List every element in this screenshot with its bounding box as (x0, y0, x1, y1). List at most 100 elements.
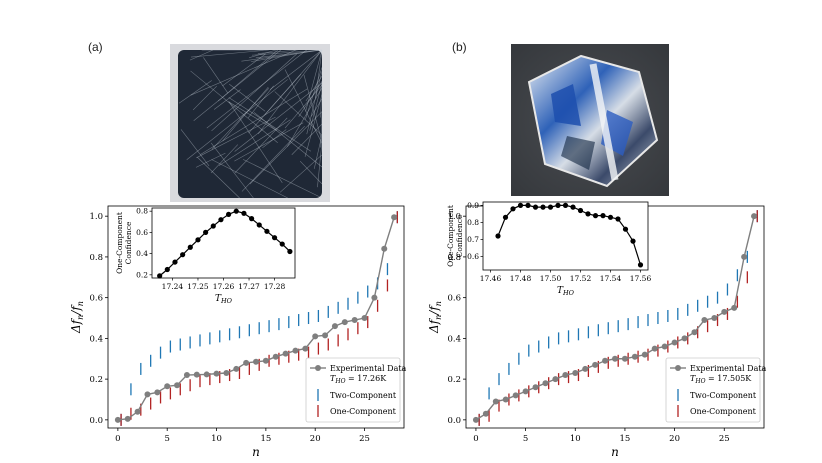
legend-box (665, 357, 761, 423)
x-tick-label: 25 (359, 434, 370, 444)
experimental-data-point (292, 347, 299, 354)
inset-data-point (570, 204, 576, 210)
scratch-line (284, 69, 323, 144)
scratch-line (274, 91, 323, 136)
x-tick-label: 10 (211, 434, 222, 444)
inset-frame (482, 201, 649, 271)
inset-data-point (164, 266, 170, 273)
experimental-data-point (351, 317, 358, 324)
experimental-data-point (701, 317, 708, 324)
inset-data-point (287, 248, 293, 255)
crystal-photo-a (170, 44, 330, 202)
panel-label-b: (b) (452, 40, 467, 54)
y-tick-label: 0.0 (89, 416, 103, 426)
crystal-photo-scratched-square-icon (170, 44, 330, 202)
experimental-data-point (671, 339, 678, 346)
y-tick-label: 1.0 (447, 212, 461, 222)
experimental-data-point (651, 345, 658, 352)
experimental-data-point (552, 376, 559, 383)
inset-y-tick-label: 0.9 (467, 201, 479, 210)
scratch-line (229, 83, 266, 112)
experimental-data-point (562, 372, 569, 379)
inset-x-tick-label: 17.50 (540, 274, 562, 283)
x-tick-label: 5 (164, 434, 169, 444)
experimental-data-point (213, 370, 220, 377)
scratch-line (228, 101, 278, 131)
scratch-line (299, 160, 323, 185)
inset-data-point (187, 244, 193, 250)
experimental-data-point (331, 323, 338, 330)
experimental-data-point (621, 355, 628, 362)
experimental-data-point (602, 357, 609, 364)
experimental-data-point (522, 388, 529, 395)
scratch-line (190, 49, 269, 58)
experimental-data-point (512, 392, 519, 399)
scratch-line (234, 117, 288, 174)
y-tick-label: 1.0 (89, 212, 103, 222)
scratch-line (178, 80, 212, 104)
experimental-data-point (183, 372, 190, 379)
inset-x-axis-label: THO (215, 294, 233, 305)
scratch-line (249, 49, 277, 58)
y-tick-label: 0.4 (447, 334, 461, 344)
inset-y-tick-label: 0.4 (136, 249, 148, 258)
scratch-line (279, 154, 323, 193)
legend-experimental-marker (315, 365, 321, 371)
scratch-line (250, 49, 319, 62)
y-tick-label: 0.2 (447, 375, 461, 385)
scratch-line (206, 49, 307, 129)
inset-y-axis-label-line1: One-Component (115, 212, 124, 274)
experimental-data-point (532, 384, 539, 391)
experimental-data-point (223, 370, 230, 377)
inset-data-point (585, 211, 591, 217)
experimental-data-point (641, 351, 648, 358)
legend-experimental-label: Experimental Data (690, 364, 767, 373)
inset-data-point (547, 204, 554, 210)
experimental-data-point (272, 353, 279, 360)
scratch-line (228, 97, 312, 152)
x-tick-label: 25 (719, 434, 730, 444)
scratch-line (298, 81, 323, 117)
inset-data-point (218, 217, 224, 223)
experimental-data-point (691, 329, 698, 336)
inset-data-point (203, 229, 209, 235)
experimental-data-point (322, 332, 329, 339)
legend-two-component-label: Two-Component (330, 391, 397, 400)
scratch-line (210, 144, 239, 174)
inset-data-point (615, 216, 621, 222)
experimental-data-point (134, 408, 141, 415)
scratch-line (309, 82, 323, 131)
inset-data-point (555, 202, 561, 208)
scratch-line (197, 156, 240, 199)
scratch-line (210, 142, 254, 199)
inset-y-tick-label: 0.8 (467, 218, 479, 227)
scratch-line (310, 98, 323, 117)
legend-experimental-label: Experimental Data (330, 364, 407, 373)
inset-data-point (637, 262, 644, 268)
experimental-data-point (243, 359, 250, 366)
scratch-line (320, 81, 323, 118)
scratch-line (222, 86, 269, 142)
scratch-line (306, 71, 323, 135)
experimental-data-point (203, 371, 210, 378)
scratch-line (305, 75, 323, 102)
plot-a: 0 5 10 15 20 25 0.0 0.2 0.4 0.6 0.8 1.0 n Δfn/fn Exper… (69, 205, 407, 459)
experimental-data-point (592, 361, 599, 368)
inset-data-point (226, 211, 232, 217)
x-tick-label: 0 (115, 434, 120, 444)
inset-x-tick-label: 17.46 (480, 274, 502, 283)
scratch-line (313, 134, 323, 169)
experimental-data-point (661, 343, 668, 350)
experimental-data-point (741, 253, 748, 260)
experimental-data-point (731, 304, 738, 311)
inset-data-point (241, 210, 247, 216)
y-axis-label: Δfn/fn (427, 301, 443, 334)
experimental-data-point (144, 391, 151, 398)
inset-y-axis-label-line2: Confidence (455, 214, 464, 257)
inset-data-point (248, 216, 255, 222)
y-axis-label: Δfn/fn (69, 301, 85, 334)
scratch-line (257, 49, 323, 135)
experimental-data-point (253, 358, 259, 365)
scratch-line (303, 74, 323, 142)
scratch-line (203, 57, 229, 94)
